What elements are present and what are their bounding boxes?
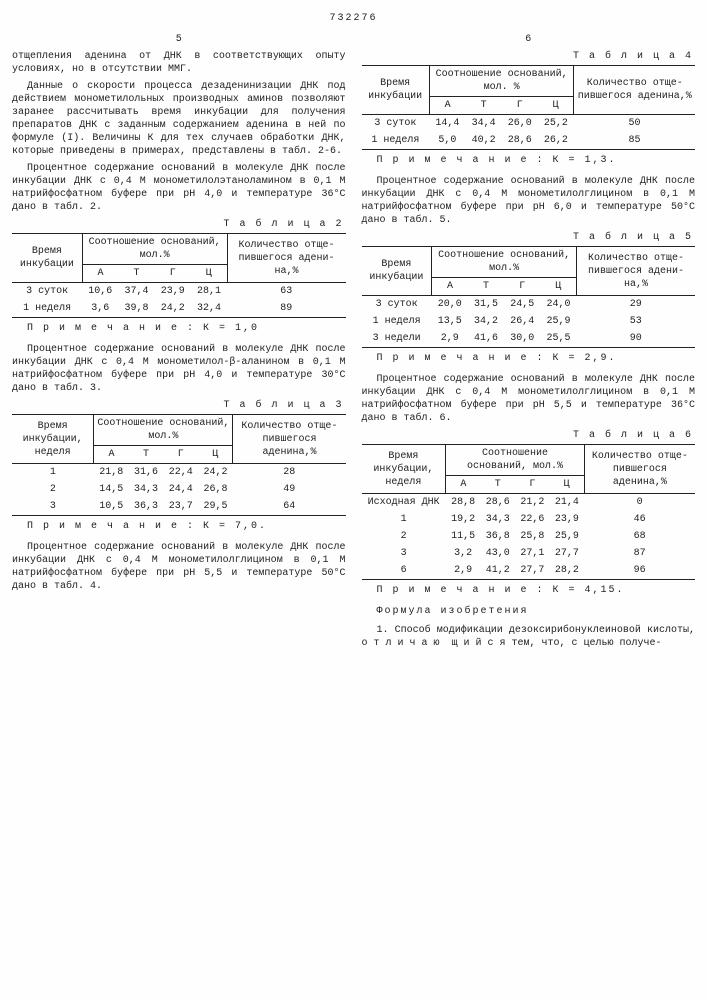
table-2: Время инкуба­ции Соотношение оснований, … bbox=[12, 233, 346, 318]
table-5: Время инкуба­ции Соотношение оснований, … bbox=[362, 246, 696, 348]
th-time: Время инкуба­ции bbox=[12, 234, 82, 283]
table-row: 1 21,8 31,6 22,4 24,2 28 bbox=[12, 464, 346, 482]
th-A: А bbox=[429, 97, 465, 115]
table-row: 1 неделя 13,5 34,2 26,4 25,9 53 bbox=[362, 313, 696, 330]
table-row: 3 10,5 36,3 23,7 29,5 64 bbox=[12, 498, 346, 516]
two-column-layout: 5 отщепления аденина от ДНК в соответ­ст… bbox=[12, 33, 695, 654]
th-A: А bbox=[446, 476, 481, 494]
table-row: 3 суток 14,4 34,4 26,0 25,2 50 bbox=[362, 115, 696, 133]
th-time: Время инкуба­ции bbox=[362, 247, 432, 296]
table-note: П р и м е ч а н и е : К = 1,3. bbox=[362, 154, 696, 167]
th-T: Т bbox=[468, 278, 504, 296]
th-C: Ц bbox=[198, 446, 233, 464]
th-ratio: Соотношение оснований, мол.% bbox=[446, 445, 584, 476]
th-qty: Коли­чество отще­пив­шегося адени­на,% bbox=[577, 247, 695, 296]
th-qty: Коли­чество отще­пивше­гося аденина,% bbox=[233, 415, 346, 464]
table-note: П р и м е ч а н и е : К = 4,15. bbox=[362, 584, 696, 597]
th-G: Г bbox=[504, 278, 540, 296]
table-row: 3 суток 20,0 31,5 24,5 24,0 29 bbox=[362, 296, 696, 314]
table-row: 2 11,5 36,8 25,8 25,9 68 bbox=[362, 528, 696, 545]
table-label: Т а б л и ц а 6 bbox=[362, 429, 694, 442]
table-label: Т а б л и ц а 2 bbox=[12, 218, 344, 231]
table-label: Т а б л и ц а 4 bbox=[362, 50, 694, 63]
th-G: Г bbox=[515, 476, 550, 494]
right-col-number: 6 bbox=[362, 33, 696, 46]
table-row: 2 14,5 34,3 24,4 26,8 49 bbox=[12, 481, 346, 498]
paragraph: Процентное содержание оснований в молеку… bbox=[12, 541, 346, 593]
table-row: 3 суток 10,6 37,4 23,9 28,1 63 bbox=[12, 283, 346, 301]
th-ratio: Соотношение оснований, мол.% bbox=[82, 234, 227, 265]
th-qty: Коли­чество отще­пивше­гося аденина,% bbox=[584, 445, 695, 494]
th-time: Время инкуба­ции, неделя bbox=[362, 445, 446, 494]
th-C: Ц bbox=[191, 265, 227, 283]
th-T: Т bbox=[480, 476, 515, 494]
th-ratio: Соотношение оснований, мол.% bbox=[432, 247, 577, 278]
th-time: Время инкуба­ции bbox=[362, 66, 430, 115]
table-6: Время инкуба­ции, неделя Соотношение осн… bbox=[362, 444, 696, 580]
table-row: 3 недели 2,9 41,6 30,0 25,5 90 bbox=[362, 330, 696, 348]
table-4: Время инкуба­ции Соотношение основа­ний,… bbox=[362, 65, 696, 150]
doc-number: 732276 bbox=[12, 12, 695, 25]
th-qty: Коли­чество отще­пивше­гося аденина,% bbox=[574, 66, 695, 115]
th-C: Ц bbox=[538, 97, 574, 115]
table-note: П р и м е ч а н и е : К = 1,0 bbox=[12, 322, 346, 335]
th-G: Г bbox=[155, 265, 191, 283]
th-qty: Коли­чество отще­пив­шегося адени­на,% bbox=[227, 234, 345, 283]
paragraph: отщепления аденина от ДНК в соответ­ству… bbox=[12, 50, 346, 76]
paragraph: Процентное содержание оснований в молеку… bbox=[362, 373, 696, 425]
th-G: Г bbox=[502, 97, 538, 115]
th-T: Т bbox=[118, 265, 154, 283]
th-ratio: Соотношение основа­ний, мол. % bbox=[429, 66, 574, 97]
th-T: Т bbox=[466, 97, 502, 115]
th-A: А bbox=[82, 265, 118, 283]
table-row: 1 19,2 34,3 22,6 23,9 46 bbox=[362, 511, 696, 528]
table-row: 3 3,2 43,0 27,1 27,7 87 bbox=[362, 545, 696, 562]
table-label: Т а б л и ц а 3 bbox=[12, 399, 344, 412]
claim: 1. Способ модификации дезоксирибон­уклеи… bbox=[362, 624, 696, 650]
th-ratio: Соотношение оснований, мол.% bbox=[94, 415, 233, 446]
th-C: Ц bbox=[550, 476, 585, 494]
th-A: А bbox=[94, 446, 129, 464]
table-3: Время инкуба­ции, неделя Соотношение осн… bbox=[12, 414, 346, 516]
th-A: А bbox=[432, 278, 468, 296]
table-note: П р и м е ч а н и е : К = 2,9. bbox=[362, 352, 696, 365]
paragraph: Процентное содержание оснований в молеку… bbox=[12, 162, 346, 214]
table-row: Исходная ДНК 28,8 28,6 21,2 21,4 0 bbox=[362, 494, 696, 512]
table-row: 1 неделя 5,0 40,2 28,6 26,2 85 bbox=[362, 132, 696, 150]
paragraph: Данные о скорости процесса деза­дениниза… bbox=[12, 80, 346, 158]
th-time: Время инкуба­ции, неделя bbox=[12, 415, 94, 464]
table-row: 6 2,9 41,2 27,7 28,2 96 bbox=[362, 562, 696, 580]
th-C: Ц bbox=[540, 278, 576, 296]
th-T: Т bbox=[129, 446, 164, 464]
formula-header: Формула изобретения bbox=[362, 605, 696, 618]
table-row: 1 неделя 3,6 39,8 24,2 32,4 89 bbox=[12, 300, 346, 318]
table-note: П р и м е ч а н и е : К = 7,0. bbox=[12, 520, 346, 533]
left-column: 5 отщепления аденина от ДНК в соответ­ст… bbox=[12, 33, 346, 654]
right-column: 6 Т а б л и ц а 4 Время инкуба­ции Соотн… bbox=[362, 33, 696, 654]
paragraph: Процентное содержание оснований в молеку… bbox=[362, 175, 696, 227]
th-G: Г bbox=[163, 446, 198, 464]
table-label: Т а б л и ц а 5 bbox=[362, 231, 694, 244]
paragraph: Процентное содержание оснований в молеку… bbox=[12, 343, 346, 395]
left-col-number: 5 bbox=[12, 33, 346, 46]
